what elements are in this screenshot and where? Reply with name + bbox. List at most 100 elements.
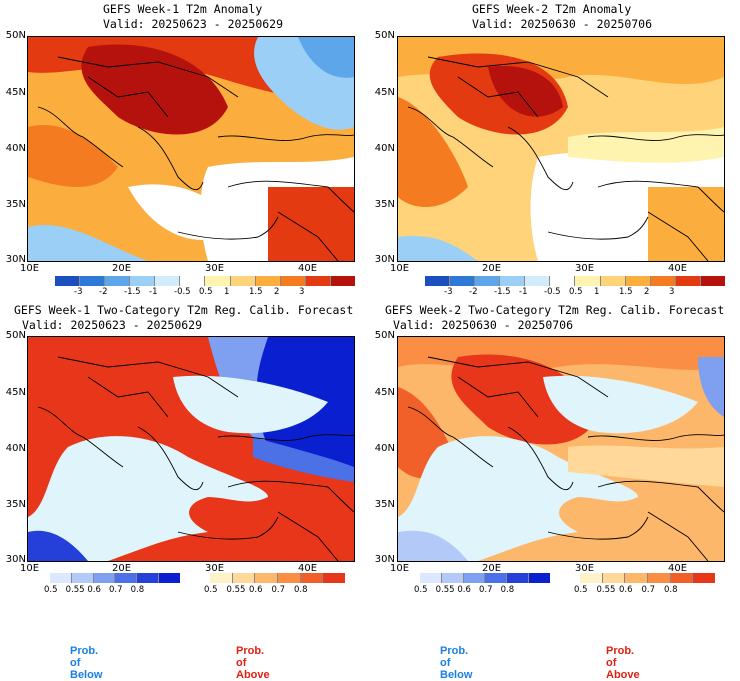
colorbar-swatch — [507, 573, 530, 583]
lon-label: 10E — [390, 263, 410, 274]
anomaly-colorbar-ticks: -3 -2 -1.5 -1 -0.5 0.5 1 1.5 2 3 — [55, 287, 355, 299]
colorbar-tick-label: -1.5 — [494, 287, 511, 297]
colorbar-swatch — [55, 276, 81, 286]
colorbar-tick-label: 0.5 — [199, 287, 213, 297]
colorbar-swatch — [580, 573, 603, 583]
colorbar-tick-label: 0.7 — [641, 585, 656, 595]
lon-label: 30E — [575, 563, 595, 574]
prob-below-colorbar — [420, 573, 550, 583]
panel-valid-dates: Valid: 20250623 - 20250629 — [103, 17, 284, 31]
colorbar-tick-label: -0.5 — [544, 287, 561, 297]
colorbar-tick-label: -3 — [444, 287, 453, 297]
colorbar-tick-label: 0.7 — [109, 585, 123, 595]
lat-label: 30N — [374, 554, 395, 565]
anomaly-map — [397, 36, 725, 262]
lat-label: 30N — [5, 254, 26, 265]
probability-map — [397, 336, 725, 562]
colorbar-tick-label: -2 — [99, 287, 108, 297]
colorbar-swatch — [693, 573, 716, 583]
lon-label: 40E — [668, 563, 688, 574]
colorbar-tick-label: 0.55 — [435, 585, 455, 595]
colorbar-tick-label: 1 — [224, 287, 230, 297]
colorbar-swatch — [305, 276, 331, 286]
probability-map — [27, 336, 355, 562]
colorbar-swatch — [155, 276, 181, 286]
prob-above-colorbar — [210, 573, 346, 583]
lat-label: 50N — [374, 30, 395, 41]
anomaly-colorbar-ticks: -3 -2 -1.5 -1 -0.5 0.5 1 1.5 2 3 — [425, 287, 725, 299]
colorbar-tick-label: 0.6 — [249, 585, 263, 595]
colorbar-swatch — [205, 276, 231, 286]
colorbar-swatch — [210, 573, 233, 583]
prob-below-label: Prob. of Below — [70, 645, 103, 681]
colorbar-tick-label: 3 — [299, 287, 305, 297]
prob-above-label: Prob. of Above — [236, 645, 270, 681]
colorbar-swatch — [575, 276, 601, 286]
colorbar-tick-label: -1.5 — [124, 287, 141, 297]
colorbar-swatch — [159, 573, 180, 583]
colorbar-swatch — [485, 573, 508, 583]
lon-label: 10E — [20, 263, 40, 274]
colorbar-swatch — [230, 276, 256, 286]
lon-label: 30E — [575, 263, 595, 274]
prob-above-colorbar-ticks: 0.5 0.55 0.6 0.7 0.8 — [204, 585, 345, 597]
colorbar-swatch — [670, 573, 694, 583]
colorbar-tick-label: 0.55 — [596, 585, 616, 595]
prob-above-colorbar-ticks: 0.5 0.55 0.6 0.7 0.8 — [574, 585, 715, 597]
lon-label: 40E — [298, 263, 318, 274]
colorbar-tick-label: -1 — [149, 287, 158, 297]
colorbar-tick-label: 0.5 — [569, 287, 583, 297]
colorbar-swatch — [625, 276, 651, 286]
panel-valid-dates: Valid: 20250630 - 20250706 — [472, 17, 653, 31]
lat-label: 40N — [5, 143, 26, 154]
colorbar-swatch — [600, 276, 626, 286]
colorbar-swatch — [441, 573, 464, 583]
colorbar-tick-label: 0.8 — [294, 585, 308, 595]
lat-label: 40N — [5, 443, 26, 454]
panel-valid-dates: Valid: 20250630 - 20250706 — [393, 318, 574, 332]
anomaly-colorbar — [425, 276, 725, 286]
lon-label: 20E — [482, 263, 502, 274]
colorbar-swatch — [450, 276, 476, 286]
panel-title: GEFS Week-2 Two-Category T2m Reg. Calib.… — [385, 303, 725, 317]
colorbar-tick-label: -0.5 — [174, 287, 191, 297]
lon-label: 30E — [205, 563, 225, 574]
panel-title: GEFS Week-1 Two-Category T2m Reg. Calib.… — [14, 303, 354, 317]
anomaly-colorbar — [55, 276, 355, 286]
prob-below-label: Prob. of Below — [440, 645, 473, 681]
lat-label: 50N — [374, 330, 395, 341]
colorbar-tick-label: 0.6 — [87, 585, 101, 595]
lon-label: 40E — [298, 563, 318, 574]
colorbar-swatch — [300, 573, 324, 583]
colorbar-swatch — [115, 573, 138, 583]
panel-title: GEFS Week-1 T2m Anomaly — [103, 2, 263, 16]
prob-above-colorbar — [580, 573, 716, 583]
colorbar-swatch — [280, 276, 306, 286]
prob-below-colorbar — [50, 573, 180, 583]
lat-label: 45N — [374, 87, 395, 98]
colorbar-swatch — [650, 276, 676, 286]
lat-label: 40N — [374, 443, 395, 454]
colorbar-tick-label: 0.5 — [574, 585, 588, 595]
colorbar-swatch — [648, 573, 671, 583]
colorbar-swatch — [137, 573, 160, 583]
colorbar-tick-label: 0.55 — [226, 585, 246, 595]
lat-label: 35N — [374, 499, 395, 510]
lat-label: 35N — [5, 499, 26, 510]
prob-below-colorbar-ticks: 0.5 0.55 0.6 0.7 0.8 — [44, 585, 180, 597]
colorbar-swatch — [93, 573, 116, 583]
lon-label: 40E — [668, 263, 688, 274]
colorbar-tick-label: 2 — [644, 287, 650, 297]
colorbar-swatch — [232, 573, 256, 583]
prob-below-colorbar-ticks: 0.5 0.55 0.6 0.7 0.8 — [414, 585, 550, 597]
lat-label: 45N — [374, 387, 395, 398]
lat-label: 35N — [374, 199, 395, 210]
colorbar-tick-label: -2 — [469, 287, 478, 297]
colorbar-swatch — [425, 276, 451, 286]
panel-title: GEFS Week-2 T2m Anomaly — [472, 2, 632, 16]
colorbar-tick-label: 0.6 — [457, 585, 471, 595]
lat-label: 45N — [5, 387, 26, 398]
lat-label: 35N — [5, 199, 26, 210]
lon-label: 30E — [205, 263, 225, 274]
colorbar-tick-label: 0.5 — [44, 585, 58, 595]
